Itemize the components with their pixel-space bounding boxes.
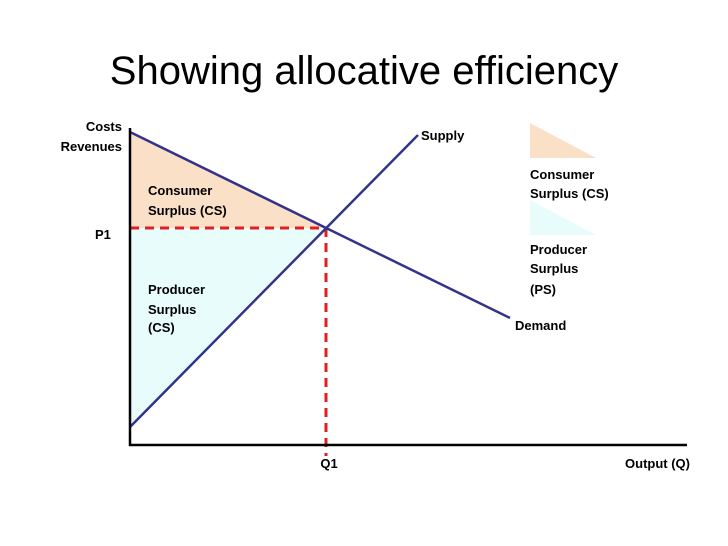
legend-label: Producer [530, 242, 587, 257]
demand-label: Demand [515, 318, 566, 333]
region-label: Producer [148, 282, 205, 297]
y-axis-label: Costs [86, 119, 122, 134]
title: Showing allocative efficiency [110, 49, 618, 93]
legend-producer-swatch [530, 200, 596, 235]
price-label: P1 [95, 227, 111, 242]
region-label: Surplus (CS) [148, 203, 227, 218]
x-axis-label: Output (Q) [625, 456, 690, 471]
region-label: Consumer [148, 183, 212, 198]
quantity-label: Q1 [320, 456, 337, 471]
supply-curve [129, 134, 419, 428]
region-label: Surplus [148, 302, 196, 317]
region-label: (CS) [148, 320, 175, 335]
legend-label: Surplus (CS) [530, 186, 609, 201]
y-axis-label: Revenues [61, 139, 122, 154]
legend-label: (PS) [530, 282, 556, 297]
legend-label: Surplus [530, 261, 578, 276]
supply-label: Supply [421, 128, 465, 143]
legend-label: Consumer [530, 167, 594, 182]
legend-consumer-swatch [530, 123, 596, 158]
demand-curve [129, 130, 511, 320]
